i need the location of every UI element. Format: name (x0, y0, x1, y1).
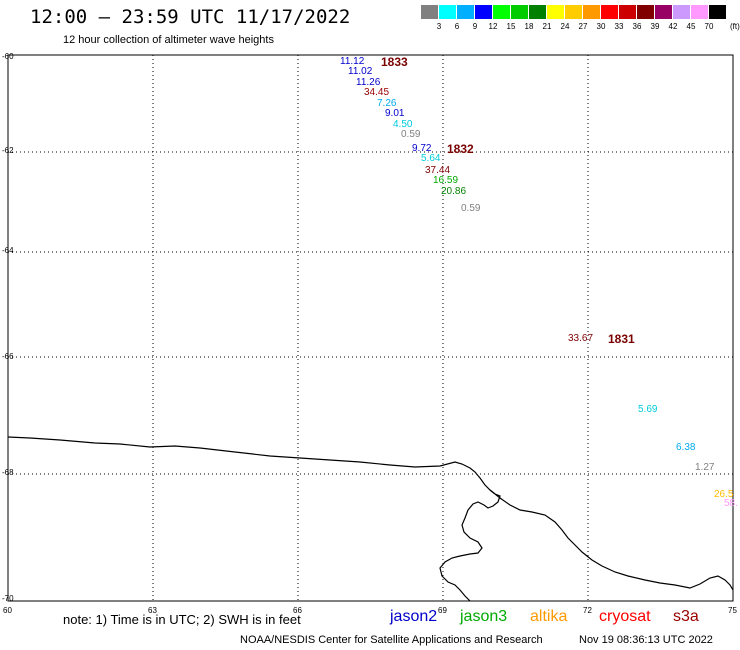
legend-swatch (493, 5, 510, 19)
satellite-label-s3a: s3a (673, 608, 699, 625)
wave-height-reading: 16.59 (433, 175, 459, 186)
wave-height-reading: 11.12 (340, 56, 365, 67)
legend-swatch (511, 5, 528, 19)
wave-height-reading: 11.26 (356, 77, 381, 88)
longitude-label: 69 (438, 606, 447, 615)
wave-height-reading: 11.02 (348, 66, 373, 77)
legend-tick-label: 24 (560, 22, 570, 31)
legend-tick-label: 15 (506, 22, 516, 31)
longitude-label: 72 (583, 606, 592, 615)
legend-swatch (673, 5, 690, 19)
legend-tick-label: 30 (596, 22, 606, 31)
longitude-label: 66 (293, 606, 302, 615)
latitude-label: -60 (2, 52, 14, 61)
legend-swatch (601, 5, 618, 19)
legend-swatch (439, 5, 456, 19)
map-title: 12:00 – 23:59 UTC 11/17/2022 (30, 6, 351, 28)
latitude-label: -68 (2, 468, 14, 477)
wave-height-reading: 0.59 (401, 129, 421, 140)
wave-height-reading: 58. (724, 498, 738, 509)
satellite-label-jason3: jason3 (460, 608, 508, 625)
legend-swatch (547, 5, 564, 19)
track-label: 1832 (447, 142, 474, 156)
longitude-label: 63 (148, 606, 157, 615)
coastline (7, 436, 501, 602)
legend-swatch (691, 5, 708, 19)
legend-tick-label: 6 (454, 22, 460, 31)
wave-height-reading: 9.01 (385, 108, 405, 119)
wave-height-reading: 20.86 (441, 186, 467, 197)
legend-tick-label: 3 (436, 22, 442, 31)
legend-tick-label: 21 (542, 22, 552, 31)
wave-height-reading: 0.59 (461, 203, 481, 214)
longitude-label: 60 (3, 606, 12, 615)
footer-credit: NOAA/NESDIS Center for Satellite Applica… (240, 634, 543, 646)
latitude-label: -64 (2, 246, 14, 255)
wave-height-reading: 5.64 (421, 153, 441, 164)
wave-height-reading: 1.27 (695, 462, 715, 473)
legend-swatch (619, 5, 636, 19)
wave-height-reading: 37.44 (425, 165, 451, 176)
latitude-label: -70 (2, 594, 14, 603)
wave-height-reading: 26.5 (714, 489, 734, 500)
wave-height-reading: 4.50 (393, 119, 413, 130)
latitude-label: -62 (2, 146, 14, 155)
satellite-label-cryosat: cryosat (599, 608, 651, 625)
wave-height-reading: 33.67 (568, 333, 594, 344)
wave-height-reading: 6.38 (676, 442, 696, 453)
legend-tick-label: 70 (704, 22, 714, 31)
legend-swatch (637, 5, 654, 19)
legend-swatch (457, 5, 474, 19)
wave-height-reading: 34.45 (364, 87, 390, 98)
legend-tick-label: 27 (578, 22, 588, 31)
track-label: 1831 (608, 332, 635, 346)
satellite-label-jason2: jason2 (390, 608, 438, 625)
legend-tick-label: 39 (650, 22, 660, 31)
coastline-east (489, 489, 734, 591)
latitude-label: -66 (2, 352, 14, 361)
legend-swatch (655, 5, 672, 19)
legend-tick-label: 45 (686, 22, 696, 31)
legend-swatch (709, 5, 726, 19)
legend-tick-label: 9 (472, 22, 478, 31)
satellite-label-altika: altika (530, 608, 568, 625)
legend-tick-label: 18 (524, 22, 534, 31)
note-text: note: 1) Time is in UTC; 2) SWH is in fe… (63, 612, 301, 627)
legend-tick-label: 42 (668, 22, 678, 31)
legend-unit: (ft) (730, 22, 740, 31)
longitude-label: 75 (728, 606, 737, 615)
map-frame (7, 54, 734, 602)
wave-height-reading: 5.69 (638, 404, 658, 415)
legend-tick-label: 36 (632, 22, 642, 31)
legend-swatch (529, 5, 546, 19)
legend-swatch (421, 5, 438, 19)
map-subtitle: 12 hour collection of altimeter wave hei… (63, 34, 274, 46)
wave-height-reading: 9.72 (412, 143, 432, 154)
track-label: 1833 (381, 55, 408, 69)
legend-swatch (565, 5, 582, 19)
legend-tick-label: 33 (614, 22, 624, 31)
wave-height-reading: 7.26 (377, 98, 397, 109)
legend-swatch (583, 5, 600, 19)
footer-timestamp: Nov 19 08:36:13 UTC 2022 (579, 634, 713, 646)
legend-tick-label: 12 (488, 22, 498, 31)
graticule (8, 55, 733, 601)
legend-swatch (475, 5, 492, 19)
